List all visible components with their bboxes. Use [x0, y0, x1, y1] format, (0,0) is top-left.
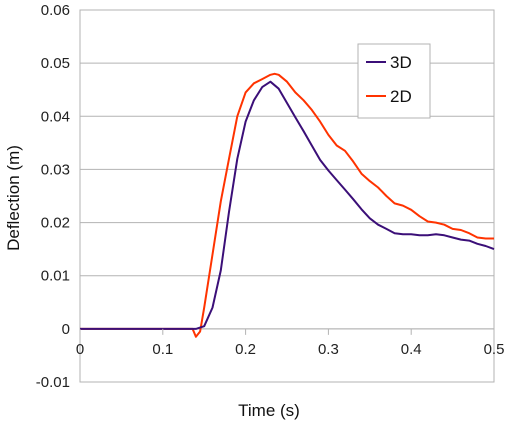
y-tick-label: 0.02	[41, 215, 70, 232]
y-tick-label: 0.06	[41, 2, 70, 19]
series-lines	[80, 72, 495, 338]
y-tick-label: 0.03	[41, 161, 70, 178]
y-tick-label: 0	[62, 321, 70, 338]
y-tick-label: 0.04	[41, 108, 70, 125]
y-tick-label: -0.01	[36, 374, 70, 391]
y-axis-ticks: -0.01 0 0.01 0.02 0.03 0.04 0.05 0.06	[36, 2, 70, 391]
legend-box	[357, 43, 431, 119]
x-tick-label: 0	[76, 341, 84, 358]
y-axis-label: Deflection (m)	[4, 145, 23, 251]
x-tick-label: 0.4	[401, 341, 422, 358]
x-axis-label: Time (s)	[238, 401, 300, 420]
legend-label-2d: 2D	[390, 87, 412, 106]
x-tick-label: 0.1	[152, 341, 173, 358]
y-tick-label: 0.01	[41, 268, 70, 285]
x-tick-label: 0.3	[318, 341, 339, 358]
x-axis-ticks: 0 0.1 0.2 0.3 0.4 0.5	[76, 328, 505, 358]
series-line-2d	[80, 72, 494, 338]
series-line-3d	[80, 80, 495, 330]
x-tick-label: 0.5	[484, 341, 505, 358]
gridlines	[80, 9, 494, 383]
legend-label-3d: 3D	[390, 53, 412, 72]
y-tick-label: 0.05	[41, 55, 70, 72]
plot-area	[79, 9, 495, 383]
legend: 3D 2D	[357, 43, 431, 119]
x-tick-label: 0.2	[235, 341, 256, 358]
